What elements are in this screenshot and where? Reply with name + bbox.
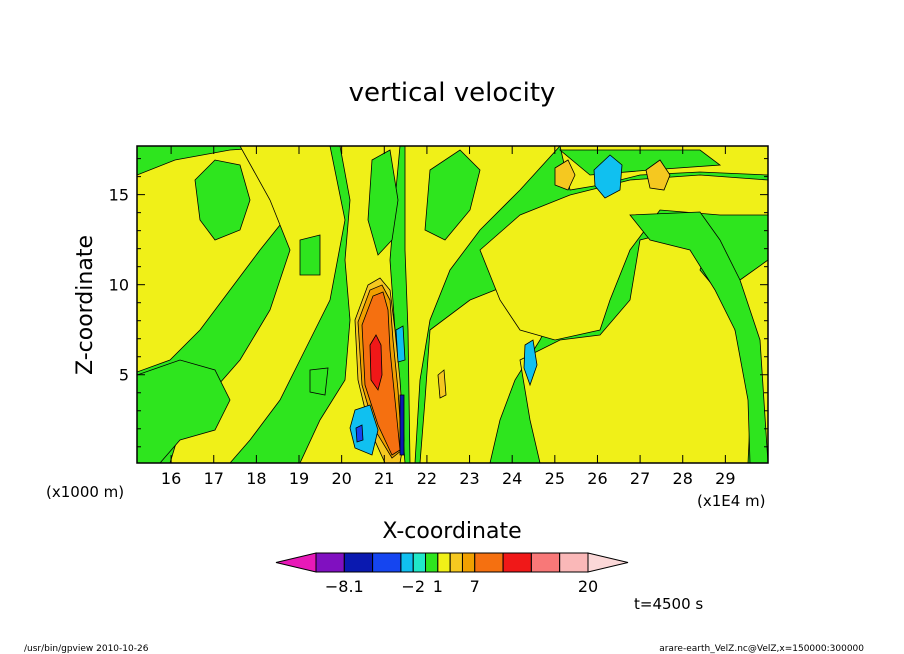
contour-region	[424, 149, 481, 241]
colorbar-swatch	[412, 552, 427, 573]
colorbar-swatch	[559, 552, 589, 573]
contour-region	[399, 394, 405, 456]
x-axis-title: X-coordinate	[382, 519, 521, 544]
contour-region	[593, 154, 623, 199]
plot-frame	[136, 145, 769, 464]
colorbar-label: −2	[401, 577, 425, 596]
colorbar-swatch	[449, 552, 463, 573]
x-tick-label: 27	[630, 469, 650, 488]
x-tick-label: 22	[417, 469, 437, 488]
y-tick-label: 5	[119, 366, 129, 385]
contour-region	[309, 367, 329, 396]
colorbar-swatch	[315, 552, 345, 573]
contour-region	[349, 404, 379, 456]
colorbar-label: 20	[578, 577, 598, 596]
contour-region	[523, 339, 538, 387]
x-tick-label: 16	[161, 469, 181, 488]
time-label: t=4500 s	[634, 595, 703, 613]
y-axis: 5 10 15	[109, 158, 768, 448]
colorbar-label: 7	[470, 577, 480, 596]
contour-region	[194, 159, 251, 241]
contour-region	[299, 234, 321, 276]
contour-region	[554, 159, 576, 191]
contour-region	[645, 159, 671, 191]
x-tick-label: 18	[246, 469, 266, 488]
y-axis-title: Z-coordinate	[73, 235, 98, 375]
footer-right: arare-earth_VelZ.nc@VelZ,x=150000:300000	[659, 644, 864, 654]
x-tick-label: 26	[587, 469, 607, 488]
x-tick-label: 25	[545, 469, 565, 488]
colorbar-swatch	[530, 552, 561, 573]
colorbar-swatch	[461, 552, 476, 573]
colorbar-swatch	[400, 552, 414, 573]
x-tick-label: 21	[374, 469, 394, 488]
contour-region	[395, 325, 406, 363]
colorbar-label: 1	[433, 577, 443, 596]
contour-region	[355, 424, 364, 443]
contour-region	[169, 146, 346, 463]
colorbar-swatch	[343, 552, 374, 573]
y-unit-label: (x1000 m)	[46, 483, 124, 501]
colorbar-swatch	[372, 552, 402, 573]
colorbar-swatch	[474, 552, 504, 573]
colorbar-swatch	[425, 552, 439, 573]
footer-left: /usr/bin/gpview 2010-10-26	[24, 644, 149, 654]
x-tick-label: 23	[459, 469, 479, 488]
contour-region	[369, 334, 383, 391]
colorbar-arrow-low	[275, 552, 317, 573]
x-axis: 16 17 18 19 20 21 22 23 24 25 26 27 28 29	[161, 146, 736, 488]
contour-region	[629, 211, 768, 463]
colorbar-swatch	[502, 552, 532, 573]
x-tick-label: 19	[289, 469, 309, 488]
contour-region	[137, 146, 301, 373]
x-tick-label: 28	[673, 469, 693, 488]
contour-region	[519, 229, 751, 463]
colorbar-swatch	[437, 552, 451, 573]
colorbar: −8.1 −2 1 7 20	[275, 552, 629, 596]
x-tick-label: 24	[502, 469, 522, 488]
colorbar-label: −8.1	[325, 577, 364, 596]
chart-title: vertical velocity	[349, 78, 556, 108]
x-unit-label: (x1E4 m)	[697, 492, 766, 510]
contour-region	[367, 149, 399, 256]
y-tick-label: 10	[109, 276, 129, 295]
contour-region	[137, 359, 231, 463]
contour-region	[437, 369, 447, 399]
y-tick-label: 15	[109, 186, 129, 205]
plot-area	[137, 146, 768, 463]
colorbar-arrow-high	[587, 552, 629, 573]
x-tick-label: 17	[204, 469, 224, 488]
x-tick-label: 20	[331, 469, 351, 488]
x-tick-label: 29	[715, 469, 735, 488]
